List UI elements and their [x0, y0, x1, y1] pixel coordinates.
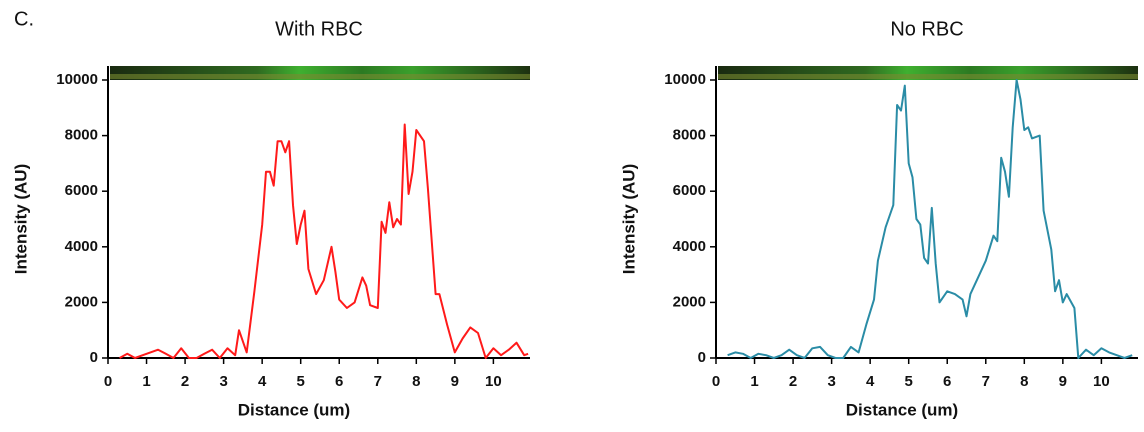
y-tick-label: 2000	[673, 293, 706, 310]
y-tick-label: 6000	[673, 182, 706, 199]
y-tick-label: 4000	[673, 238, 706, 255]
y-tick-label: 0	[698, 349, 706, 366]
x-tick-label: 10	[485, 373, 502, 390]
x-tick-label: 0	[104, 373, 112, 390]
x-tick-label: 10	[1093, 373, 1110, 390]
image-strip-band	[110, 74, 530, 79]
x-tick-label: 4	[258, 373, 267, 390]
x-tick-label: 6	[335, 373, 343, 390]
y-tick-label: 8000	[65, 127, 98, 144]
data-line	[727, 79, 1133, 359]
x-axis-label: Distance (um)	[846, 400, 958, 419]
x-tick-label: 5	[905, 373, 913, 390]
x-axis-label: Distance (um)	[238, 400, 350, 419]
x-tick-label: 7	[982, 373, 990, 390]
y-tick-label: 10000	[56, 71, 98, 88]
x-tick-label: 1	[750, 373, 758, 390]
x-tick-label: 3	[827, 373, 835, 390]
y-tick-label: 8000	[673, 127, 706, 144]
x-tick-label: 0	[712, 373, 720, 390]
chart: With RBC Distance (um) Intensity (AU) 0 2000…	[11, 18, 530, 419]
x-tick-label: 9	[451, 373, 459, 390]
x-tick-label: 8	[1020, 373, 1028, 390]
image-strip-band	[718, 74, 1138, 79]
y-tick-label: 4000	[65, 238, 98, 255]
y-tick-label: 0	[90, 349, 98, 366]
x-tick-label: 7	[374, 373, 382, 390]
chart-title: No RBC	[890, 18, 963, 40]
chart-title: With RBC	[275, 18, 363, 40]
x-tick-label: 5	[297, 373, 305, 390]
y-tick-label: 2000	[65, 293, 98, 310]
x-tick-label: 6	[943, 373, 951, 390]
x-tick-label: 9	[1059, 373, 1067, 390]
x-tick-label: 2	[789, 373, 797, 390]
y-axis-label: Intensity (AU)	[11, 164, 30, 275]
y-tick-label: 6000	[65, 182, 98, 199]
x-tick-label: 3	[219, 373, 227, 390]
y-axis-label: Intensity (AU)	[619, 164, 638, 275]
data-line	[119, 123, 529, 359]
y-tick-label: 10000	[664, 71, 706, 88]
x-tick-label: 2	[181, 373, 189, 390]
x-tick-label: 4	[866, 373, 875, 390]
x-tick-label: 8	[412, 373, 420, 390]
x-tick-label: 1	[142, 373, 150, 390]
panel-label: C.	[14, 8, 34, 30]
